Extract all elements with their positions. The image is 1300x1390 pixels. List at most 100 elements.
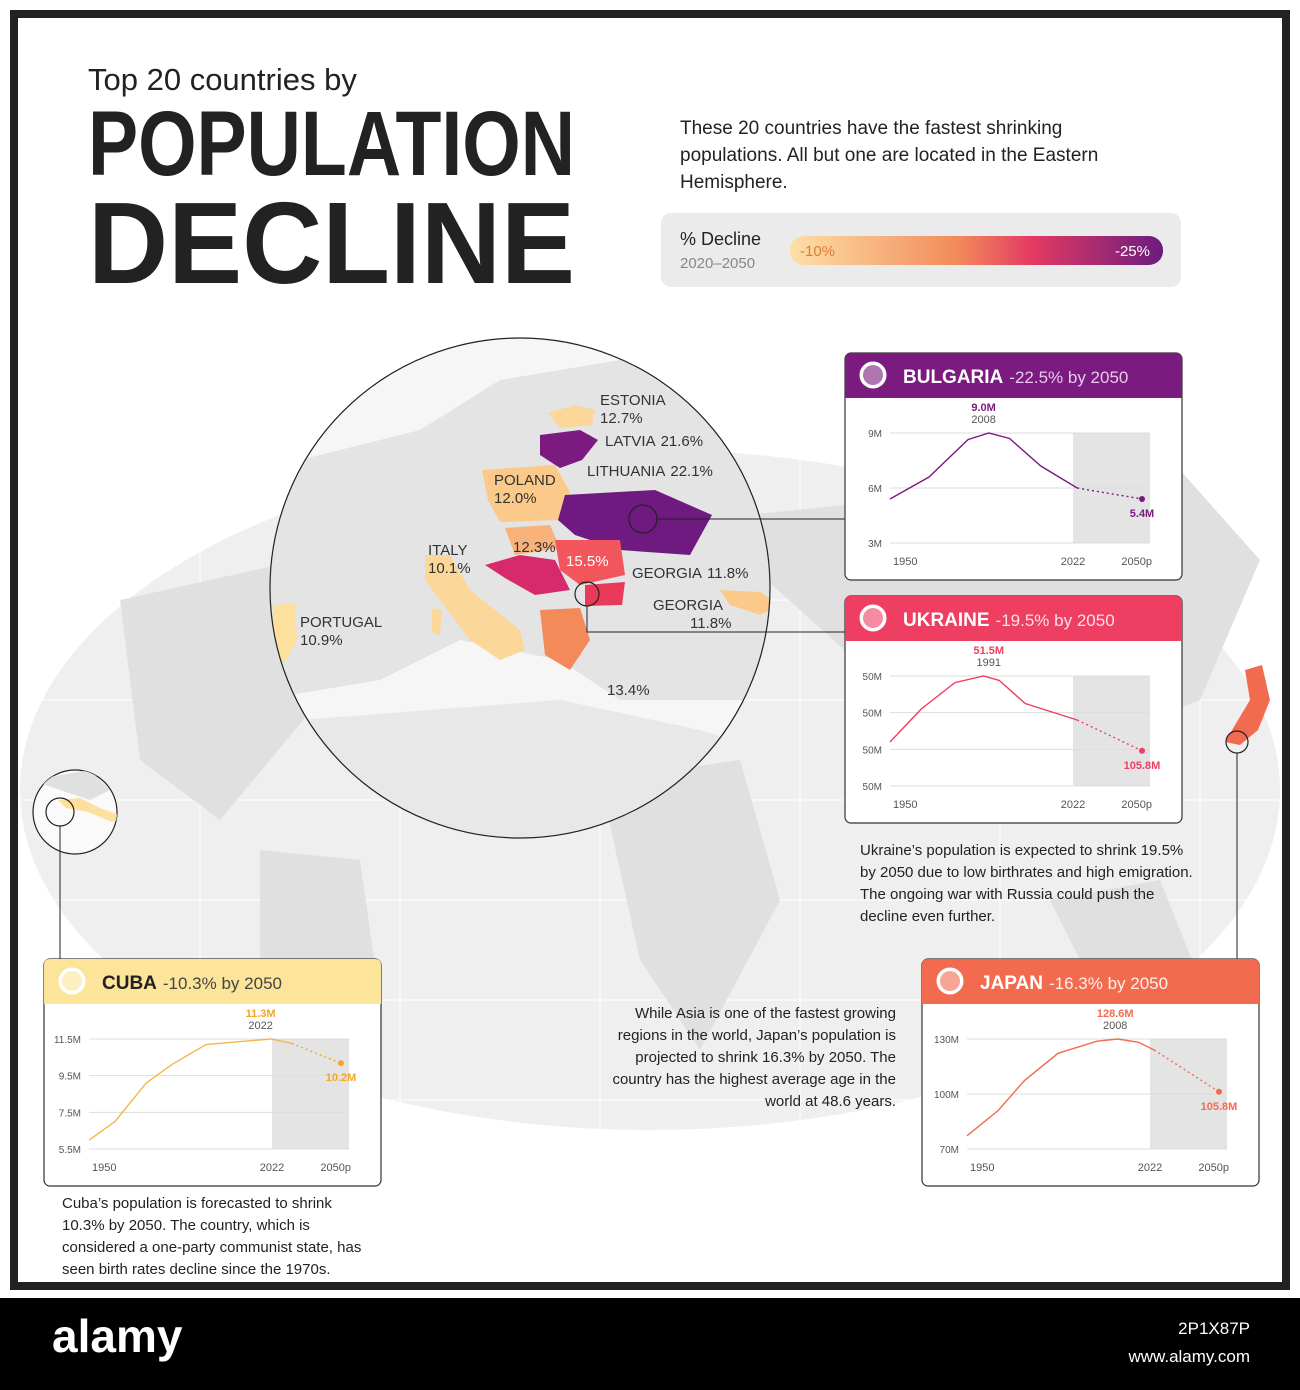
x-tick-label: 2022	[1061, 556, 1085, 568]
map-label-value: 21.6%	[661, 433, 704, 450]
intro: These 20 countries have the fastest shri…	[680, 118, 1099, 193]
chart-card: BULGARIA -22.5% by 2050 9M 6M 3M 1950 2022 2050…	[844, 352, 1183, 581]
japan-note: While Asia is one of the fastest growing…	[612, 1005, 896, 1110]
y-tick-label: 130M	[934, 1035, 959, 1046]
x-tick-label: 2050p	[1121, 799, 1152, 811]
footer-id: 2P1X87P	[1178, 1319, 1250, 1338]
flag-inner	[863, 365, 883, 385]
y-tick-label: 70M	[940, 1145, 959, 1156]
map-label-name: LITHUANIA	[587, 463, 665, 480]
chart-card: UKRAINE -19.5% by 2050 50M 50M 50M 50M 1950 202…	[844, 595, 1183, 824]
projection-line	[1076, 719, 1143, 752]
map-label-value: 10.9%	[300, 632, 343, 649]
map-label-name: LATVIA	[605, 433, 656, 450]
peak-year: 2008	[971, 414, 995, 426]
x-tick-label: 2022	[1138, 1162, 1162, 1174]
card-header	[922, 959, 1259, 1004]
peak-label: 9.0M	[971, 402, 995, 414]
cuba-note: Cuba’s population is forecasted to shrin…	[62, 1195, 362, 1278]
trend-line	[889, 432, 1078, 500]
legend-gradient	[790, 236, 1163, 265]
map-label-value: 11.8%	[707, 565, 748, 582]
y-tick-label: 100M	[934, 1090, 959, 1101]
x-tick-label: 2050p	[1121, 556, 1152, 568]
country-change: -19.5% by 2050	[996, 611, 1115, 630]
map-label-value: 10.1%	[428, 560, 471, 577]
inset-outline	[269, 337, 771, 839]
x-tick-label: 2022	[1061, 799, 1085, 811]
card-title: UKRAINE -19.5% by 2050	[903, 610, 1115, 631]
trend-line	[966, 1038, 1155, 1137]
map-label: GEORGIA 11.8%	[632, 565, 748, 582]
flag-inner	[863, 608, 883, 628]
map-label-name: GEORGIA	[653, 597, 723, 614]
x-tick-label: 1950	[92, 1162, 116, 1174]
map-label-value: 11.8%	[690, 615, 731, 632]
end-label: 105.8M	[1124, 760, 1161, 772]
end-label: 105.8M	[1201, 1101, 1238, 1113]
end-dot	[1139, 747, 1145, 754]
map-label-name: PORTUGAL	[300, 614, 382, 631]
map-label-value: 22.1%	[670, 463, 713, 480]
y-tick-label: 6M	[868, 484, 882, 495]
y-tick-label: 11.5M	[54, 1035, 81, 1046]
country-name: BULGARIA	[903, 367, 1004, 388]
footer-logo: alamy	[52, 1310, 183, 1362]
title: POPULATION	[88, 93, 575, 195]
legend-min: -10%	[800, 243, 835, 260]
ukraine-note: Ukraine’s population is expected to shri…	[860, 842, 1193, 925]
end-label: 10.2M	[326, 1072, 357, 1084]
end-label: 5.4M	[1130, 508, 1154, 520]
map-label: 12.3%	[513, 539, 556, 556]
end-dot	[338, 1060, 344, 1067]
country-change: -22.5% by 2050	[1009, 368, 1128, 387]
peak-year: 2022	[248, 1020, 272, 1032]
map-label-value: 15.5%	[566, 553, 609, 570]
map-label-value: 12.7%	[600, 410, 643, 427]
title: DECLINE	[88, 178, 575, 308]
peak-year: 2008	[1103, 1020, 1127, 1032]
peak-year: 1991	[977, 657, 1001, 669]
country-name: CUBA	[102, 973, 157, 994]
legend-max: -25%	[1115, 243, 1150, 260]
map-label-name: POLAND	[494, 472, 556, 489]
x-tick-label: 2022	[260, 1162, 284, 1174]
connector	[586, 606, 845, 633]
chart-card: CUBA -10.3% by 2050 11.5M 9.5M 7.5M 5.5M 1950 2…	[43, 958, 382, 1187]
map-label-name: GEORGIA	[632, 565, 702, 582]
trend-line	[88, 1038, 292, 1141]
chart-card: JAPAN -16.3% by 2050 130M 100M 70M 1950 2022 20…	[921, 958, 1260, 1187]
country-change: -16.3% by 2050	[1049, 974, 1168, 993]
projection-line	[1077, 487, 1143, 500]
card-header	[845, 596, 1182, 641]
country-change: -10.3% by 2050	[163, 974, 282, 993]
card-title: BULGARIA -22.5% by 2050	[903, 367, 1128, 388]
map-label-name: ITALY	[428, 542, 467, 559]
footer-site: www.alamy.com	[1127, 1347, 1250, 1366]
cards: BULGARIA -22.5% by 2050 9M 6M 3M 1950 2022 2050…	[43, 352, 1260, 1187]
projection-band	[1073, 676, 1150, 786]
end-dot	[1216, 1088, 1222, 1095]
x-tick-label: 2050p	[1198, 1162, 1229, 1174]
map-label-value: 13.4%	[607, 682, 650, 699]
map-label-value: 12.3%	[513, 539, 556, 556]
projection-line	[291, 1042, 342, 1064]
card-title: CUBA -10.3% by 2050	[102, 973, 282, 994]
y-tick-label: 50M	[863, 672, 882, 683]
y-tick-label: 9.5M	[59, 1072, 81, 1083]
map-label: 13.4%	[607, 682, 650, 699]
europe-map	[270, 360, 770, 838]
peak-label: 51.5M	[974, 645, 1005, 657]
peak-label: 128.6M	[1097, 1008, 1134, 1020]
projection-band	[272, 1039, 349, 1149]
card-header	[845, 353, 1182, 398]
y-tick-label: 9M	[868, 429, 882, 440]
card-header	[44, 959, 381, 1004]
map-label-value: 12.0%	[494, 490, 537, 507]
x-tick-label: 1950	[893, 556, 917, 568]
map-label: 15.5%	[566, 553, 609, 570]
legend-period: 2020–2050	[680, 255, 755, 272]
peak-label: 11.3M	[246, 1008, 276, 1020]
